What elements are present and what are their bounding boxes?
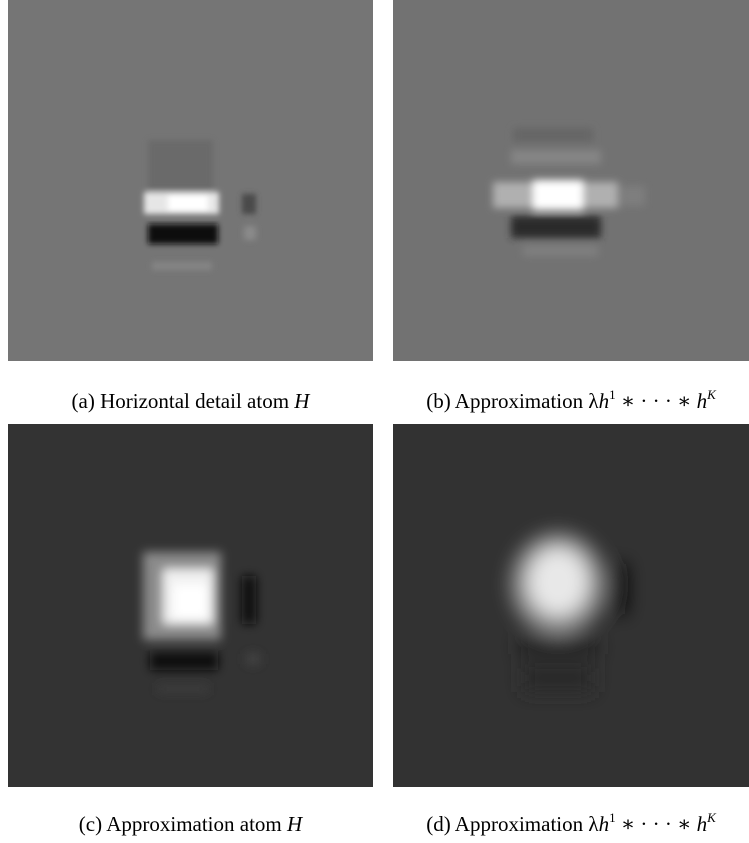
approximation-convolution-b [493, 128, 645, 256]
caption-b-supK: K [707, 387, 716, 402]
panel-d-image [393, 424, 749, 787]
caption-d-text: (d) Approximation [426, 812, 589, 836]
caption-c-var: H [287, 812, 303, 836]
approximation-atom [143, 552, 260, 692]
caption-b: (b) Approximation λh1 ∗ · · · ∗ hK [393, 387, 749, 413]
caption-d-h2: h [696, 812, 708, 836]
panel-c-image [8, 424, 373, 787]
caption-b-sup1: 1 [609, 387, 616, 402]
caption-d-lambda: λ [588, 812, 599, 836]
horizontal-detail-atom [144, 140, 256, 270]
caption-d: (d) Approximation λh1 ∗ · · · ∗ hK [393, 810, 749, 836]
panel-b-image [393, 0, 749, 361]
caption-b-lambda: λ [588, 389, 599, 413]
caption-b-ops: ∗ · · · ∗ [615, 389, 697, 413]
panel-a-image [8, 0, 373, 361]
caption-d-sup1: 1 [609, 810, 616, 825]
caption-c: (c) Approximation atom H [8, 812, 373, 836]
caption-b-h: h [598, 389, 610, 413]
caption-c-text: (c) Approximation atom [78, 812, 288, 836]
caption-a-text: (a) Horizontal detail atom [71, 389, 295, 413]
approximation-convolution-d [510, 532, 627, 692]
caption-d-ops: ∗ · · · ∗ [615, 812, 697, 836]
caption-b-text: (b) Approximation [426, 389, 589, 413]
caption-b-h2: h [696, 389, 708, 413]
caption-d-supK: K [707, 810, 716, 825]
caption-a: (a) Horizontal detail atom H [8, 389, 373, 413]
caption-a-var: H [294, 389, 310, 413]
caption-d-h: h [598, 812, 610, 836]
